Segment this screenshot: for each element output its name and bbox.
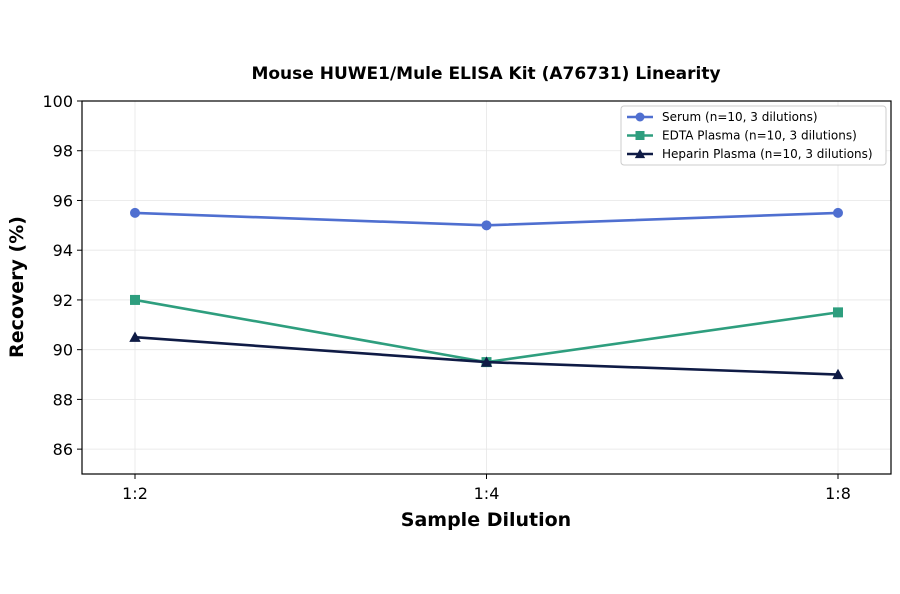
y-axis-label: Recovery (%) [6,216,28,358]
x-tick-label: 1:2 [122,484,148,503]
x-axis-label: Sample Dilution [401,509,571,531]
y-tick-label: 100 [42,92,73,111]
data-point [833,307,843,318]
y-tick-label: 88 [53,390,73,409]
y-tick-label: 94 [53,241,73,260]
legend: Serum (n=10, 3 dilutions) EDTA Plasma (n=… [620,105,887,166]
y-tick-label: 86 [53,440,73,459]
legend-marker [635,131,645,140]
data-point [129,331,141,342]
legend-label: Serum (n=10, 3 dilutions) [662,110,818,124]
data-point [130,207,140,218]
chart-title: Mouse HUWE1/Mule ELISA Kit (A76731) Line… [251,64,720,84]
data-point [833,207,843,218]
legend-label: EDTA Plasma (n=10, 3 dilutions) [662,129,857,143]
legend-marker [634,148,646,159]
data-point [832,368,844,380]
series-2 [129,331,844,380]
y-tick-label: 96 [53,191,73,210]
series-0 [130,207,843,231]
legend-box [620,105,887,166]
y-tick-label: 92 [53,291,73,310]
axes: 86 88 90 92 94 96 98 100 1:2 1:4 1:8 [42,92,892,503]
legend-label: Heparin Plasma (n=10, 3 dilutions) [662,147,873,161]
y-tick-label: 90 [53,341,73,360]
y-tick-label: 98 [53,142,73,161]
data-point [130,294,140,305]
series-layer [129,207,844,380]
x-tick-label: 1:8 [825,484,851,503]
legend-marker [635,112,645,122]
data-point [480,356,493,367]
data-point [481,220,492,231]
x-tick-label: 1:4 [474,484,500,503]
